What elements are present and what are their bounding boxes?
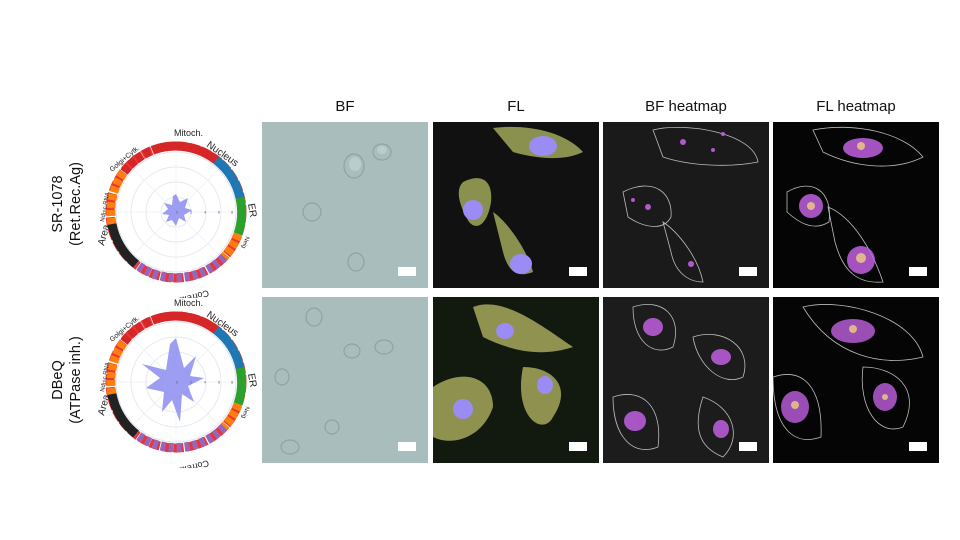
row-name: SR-1078 — [50, 175, 66, 233]
bf-image — [262, 122, 428, 288]
scale-bar — [398, 442, 416, 451]
column-header-fl-heatmap: FL heatmap — [816, 98, 896, 115]
panel-bf-sr1078 — [262, 122, 428, 288]
scale-bar — [739, 267, 757, 276]
row-label-dbeq: DBeQ (ATPase inh.) — [49, 305, 85, 455]
segment-label-area: Area — [96, 393, 112, 417]
tick-label: 8 — [231, 380, 234, 385]
panel-fl-heatmap-dbeq — [773, 297, 939, 463]
scale-bar — [909, 267, 927, 276]
tick-label: 2 — [190, 210, 193, 215]
radar-ring — [105, 141, 247, 283]
column-header-fl: FL — [507, 98, 525, 115]
tick-label: 0 — [176, 380, 179, 385]
panel-fl-sr1078 — [433, 122, 599, 288]
segment-label-er: ER — [245, 203, 258, 219]
tick-label: 4 — [204, 210, 207, 215]
segment-label-neig: Neig — [240, 405, 250, 419]
panel-bf-dbeq — [262, 297, 428, 463]
radar-shape — [162, 194, 192, 226]
radar-chart-dbeq: 0 2 4 6 8 Mitoch. Nucleus ER Neig Correl… — [96, 298, 258, 468]
panel-fl-dbeq — [433, 297, 599, 463]
tick-label: 0 — [176, 210, 179, 215]
fl-image — [433, 297, 599, 463]
segment-label-correlation: Correlation — [165, 458, 210, 468]
panel-bf-heatmap-sr1078 — [603, 122, 769, 288]
column-header-bf: BF — [335, 98, 355, 115]
fl-image — [433, 122, 599, 288]
segment-label-neig: Neig — [240, 235, 250, 249]
scale-bar — [569, 442, 587, 451]
bf-heatmap-image — [603, 297, 769, 463]
tick-label: 6 — [218, 380, 221, 385]
row-subtitle: (ATPase inh.) — [68, 336, 84, 424]
scale-bar — [398, 267, 416, 276]
tick-label: 4 — [204, 380, 207, 385]
scale-bar — [569, 267, 587, 276]
segment-label-area: Area — [96, 223, 112, 247]
segment-label-ndi-rna: Ndi+c.RNA — [100, 192, 111, 222]
panel-bf-heatmap-dbeq — [603, 297, 769, 463]
radar-shape — [142, 338, 204, 422]
segment-label-er: ER — [245, 373, 258, 389]
radar-ring — [105, 311, 247, 453]
radar-chart-sr1078: 0 2 4 6 8 Mitoch. Nucleus ER Neig Correl… — [96, 128, 258, 298]
bf-image — [262, 297, 428, 463]
row-subtitle: (Ret.Rec.Ag) — [68, 162, 84, 246]
panel-fl-heatmap-sr1078 — [773, 122, 939, 288]
segment-label-ndi-rna: Ndi+c.RNA — [100, 362, 111, 392]
fl-heatmap-image — [773, 122, 939, 288]
row-name: DBeQ — [50, 360, 66, 400]
column-header-bf-heatmap: BF heatmap — [645, 98, 727, 115]
tick-label: 2 — [190, 380, 193, 385]
scale-bar — [909, 442, 927, 451]
segment-label-mitoch: Mitoch. — [174, 298, 203, 308]
scale-bar — [739, 442, 757, 451]
bf-heatmap-image — [603, 122, 769, 288]
tick-label: 6 — [218, 210, 221, 215]
segment-label-mitoch: Mitoch. — [174, 128, 203, 138]
tick-label: 8 — [231, 210, 234, 215]
row-label-sr1078: SR-1078 (Ret.Rec.Ag) — [49, 129, 85, 279]
fl-heatmap-image — [773, 297, 939, 463]
